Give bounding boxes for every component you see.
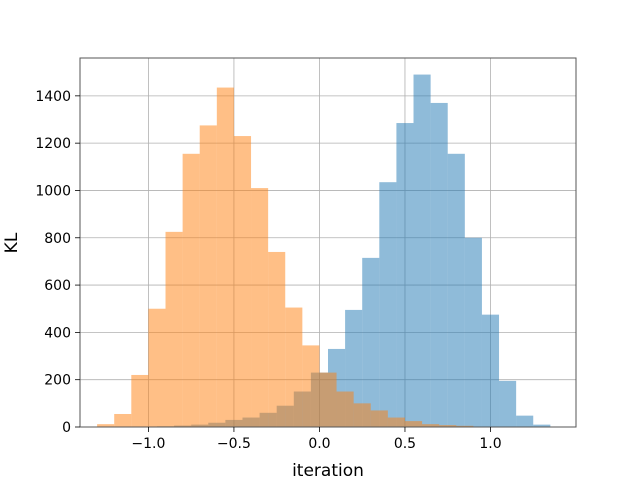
y-tick-label: 200: [44, 373, 71, 389]
histogram-bar-series-2: [439, 425, 457, 427]
histogram-bar-series-2: [268, 251, 286, 427]
histogram-bar-series-2: [319, 372, 337, 427]
y-tick-label: 400: [44, 325, 71, 341]
histogram-bar-series-1: [481, 314, 500, 427]
x-tick-label: −1.0: [131, 436, 165, 452]
histogram-bar-series-2: [114, 413, 132, 427]
histogram-bar-series-2: [251, 188, 269, 427]
histogram-bar-series-2: [422, 424, 440, 427]
histogram-bar-series-1: [413, 74, 431, 428]
histogram-bar-series-2: [404, 421, 423, 427]
x-tick-label: 1.0: [479, 436, 501, 452]
histogram-bar-series-1: [464, 237, 482, 427]
x-tick-label: 0.5: [394, 436, 416, 452]
histogram-bar-series-2: [233, 136, 252, 428]
histogram-bar-series-2: [216, 87, 234, 427]
histogram-bar-series-2: [148, 308, 166, 427]
histogram-bar-series-1: [396, 123, 414, 427]
histogram-bar-series-2: [387, 417, 405, 427]
histogram-bar-series-1: [379, 182, 397, 427]
histogram-bar-series-2: [199, 125, 217, 428]
histogram-bar-series-2: [370, 410, 388, 427]
histogram-bar-series-2: [285, 307, 303, 427]
histogram-bar-series-1: [362, 257, 380, 427]
histogram-bar-series-2: [165, 231, 183, 427]
y-tick-label: 1400: [35, 89, 71, 105]
histogram-bar-series-2: [131, 374, 149, 427]
y-axis-ticks: 0 200 400 600 800 1000 1200 1400: [35, 89, 80, 436]
x-axis-ticks: −1.0 −0.5 0.0 0.5 1.0: [131, 427, 502, 452]
plot-frame: [79, 57, 577, 428]
histogram-bar-series-1: [430, 102, 448, 427]
y-axis-label: KL: [2, 232, 22, 253]
x-tick-label: 0.0: [308, 436, 330, 452]
histogram-bar-series-1: [447, 153, 465, 427]
histogram-bar-series-2: [456, 425, 474, 427]
y-tick-label: 800: [44, 231, 71, 247]
histogram-bar-series-2: [182, 153, 200, 427]
histogram-bar-series-2: [353, 403, 371, 427]
y-tick-label: 1200: [35, 136, 71, 152]
x-tick-label: −0.5: [217, 436, 251, 452]
histogram-bars: [97, 74, 551, 428]
histogram-bar-series-2: [302, 345, 320, 427]
y-tick-label: 600: [44, 278, 71, 294]
histogram-bar-series-2: [336, 391, 354, 427]
y-tick-label: 1000: [35, 183, 71, 199]
histogram-bar-series-1: [516, 415, 534, 427]
x-axis-label: iteration: [292, 461, 364, 480]
histogram-bar-series-1: [533, 424, 551, 427]
histogram-bar-series-2: [97, 424, 115, 427]
histogram-bar-series-1: [499, 380, 517, 427]
y-tick-label: 0: [62, 420, 71, 436]
